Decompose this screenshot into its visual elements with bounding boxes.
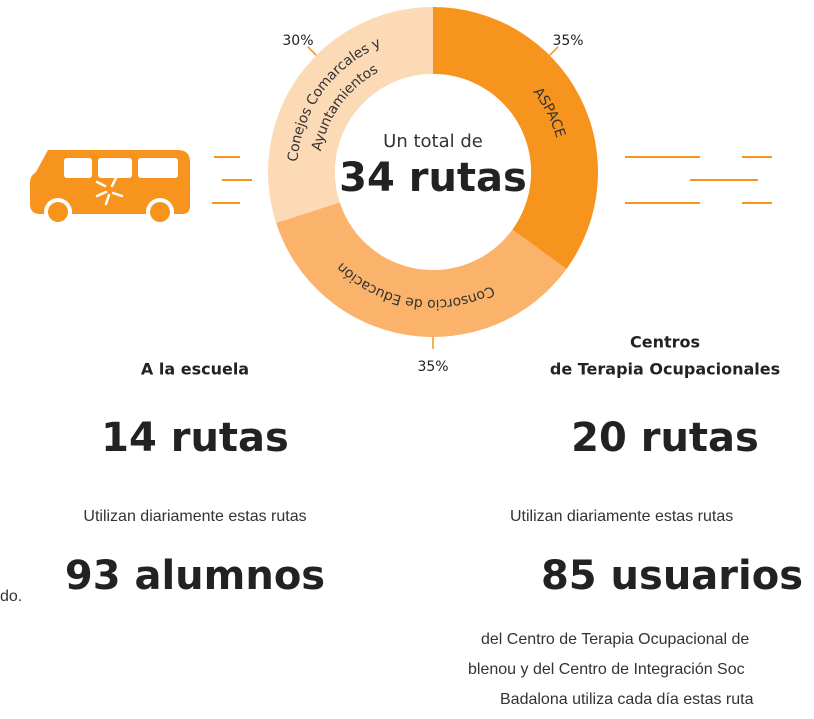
left-caption: Utilizan diariamente estas rutas <box>83 508 306 525</box>
right-routes: 20 rutas <box>571 415 759 461</box>
right-heading: de Terapia Ocupacionales <box>550 360 780 379</box>
left-count: 93 alumnos <box>65 553 325 599</box>
left-fragment: do. <box>0 588 22 605</box>
left-routes: 14 rutas <box>101 415 289 461</box>
donut-slice <box>267 7 433 223</box>
right-caption: Utilizan diariamente estas rutas <box>510 508 733 525</box>
left-heading: A la escuela <box>141 360 249 379</box>
right-description: blenou y del Centro de Integración Soc <box>468 661 745 678</box>
speed-lines <box>212 156 772 204</box>
leader-line <box>549 46 559 56</box>
percent-label: 35% <box>552 33 583 49</box>
donut-hole <box>335 74 531 270</box>
right-description: del Centro de Terapia Ocupacional de <box>481 631 749 648</box>
right-description: Badalona utiliza cada día estas ruta <box>500 691 754 708</box>
leader-line <box>307 46 317 56</box>
center-total: 34 rutas <box>339 155 527 201</box>
right-heading: Centros <box>630 333 700 352</box>
van-icon <box>30 150 190 226</box>
donut-slice <box>276 202 567 337</box>
percent-label: 30% <box>282 33 313 49</box>
right-count: 85 usuarios <box>541 553 803 599</box>
donut-slice <box>433 7 598 269</box>
center-caption: Un total de <box>383 131 483 152</box>
percent-label: 35% <box>417 359 448 375</box>
